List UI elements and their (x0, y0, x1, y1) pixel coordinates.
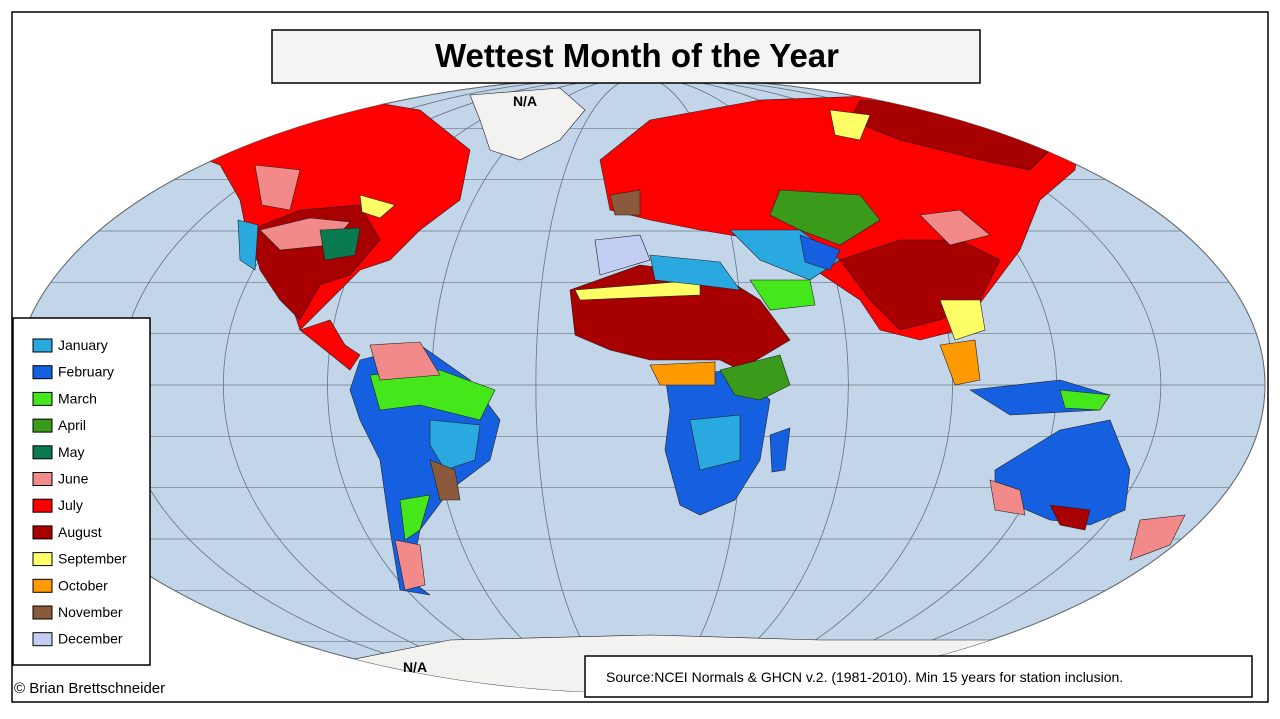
climate-region (399, 494, 431, 541)
climate-region (609, 189, 641, 216)
legend-label: February (58, 364, 114, 380)
legend-label: October (58, 577, 108, 593)
climate-region (319, 227, 361, 261)
legend-swatch (32, 365, 53, 380)
climate-region (369, 341, 441, 381)
legend-swatch (32, 498, 53, 513)
climate-region (749, 279, 816, 311)
credit: © Brian Brettschneider (14, 680, 165, 697)
legend-swatch (32, 472, 53, 486)
legend-swatch (32, 445, 53, 460)
climate-region (1059, 389, 1111, 411)
source-box (584, 655, 1253, 698)
climate-region (429, 419, 481, 471)
climate-region (299, 319, 361, 371)
greenland-label: N/A (513, 93, 537, 109)
climate-region (649, 361, 716, 386)
legend-swatch (32, 552, 53, 567)
legend-label: November (58, 604, 123, 620)
climate-region (719, 354, 791, 401)
climate-region (829, 109, 871, 141)
legend: January February March April May June July Augu… (32, 337, 127, 647)
climate-region (939, 339, 981, 386)
source: Source:NCEI Normals & GHCN v.2. (1981-20… (606, 669, 1123, 685)
legend-swatch (32, 391, 53, 406)
climate-region (989, 479, 1026, 516)
legend-label: June (58, 471, 89, 487)
legend-label: July (58, 497, 83, 513)
legend-label: March (58, 390, 97, 406)
climate-region (799, 234, 841, 271)
legend-swatch (32, 338, 53, 353)
climate-region (429, 459, 461, 501)
legend-swatch (32, 632, 53, 647)
legend-label: December (58, 631, 123, 647)
legend-swatch (32, 605, 53, 620)
antarctica-label: N/A (403, 659, 427, 675)
legend-label: January (58, 337, 108, 353)
legend-swatch (32, 525, 53, 540)
climate-region (359, 194, 396, 219)
climate-region (594, 234, 651, 276)
frame (11, 11, 1269, 703)
climate-region (919, 209, 991, 246)
climate-region (689, 414, 741, 471)
climate-region (769, 427, 791, 473)
title: Wettest Month of the Year (435, 37, 839, 74)
climate-region (939, 299, 986, 341)
legend-label: April (58, 417, 86, 433)
climate-region (1129, 514, 1186, 561)
climate-region (394, 539, 426, 591)
climate-region (769, 189, 881, 246)
climate-region (254, 164, 301, 211)
title-box (271, 29, 981, 84)
ice-region (469, 87, 586, 161)
legend-swatch (32, 418, 53, 433)
land (164, 87, 1186, 693)
legend-label: September (58, 551, 127, 567)
legend-label: August (58, 524, 102, 540)
climate-region (237, 219, 259, 271)
climate-region (649, 254, 741, 291)
climate-region (1049, 504, 1091, 531)
climate-region (369, 369, 496, 421)
climate-region (574, 279, 701, 301)
legend-swatch (32, 578, 53, 593)
legend-label: May (58, 444, 84, 460)
